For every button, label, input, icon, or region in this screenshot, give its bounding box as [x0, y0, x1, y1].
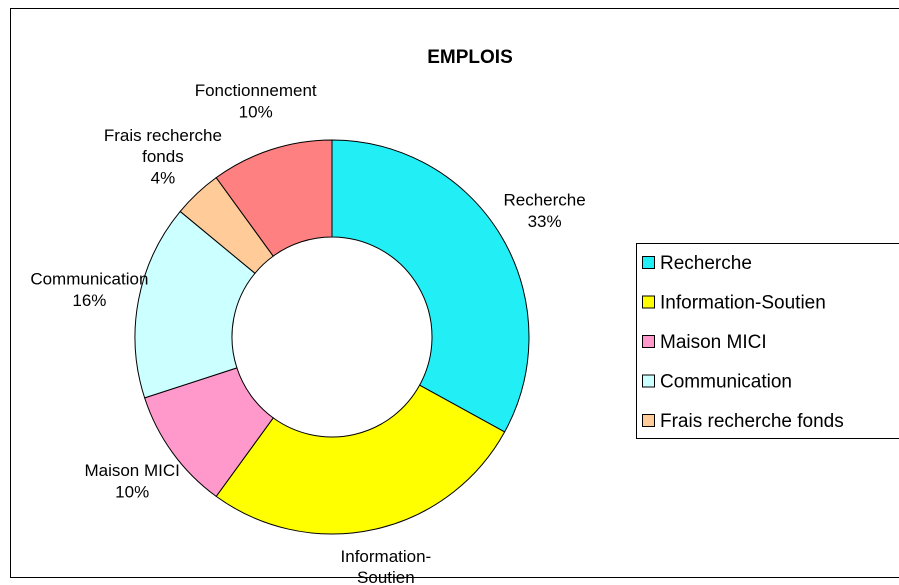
- legend-label: Maison MICI: [660, 332, 767, 353]
- data-label-value: 10%: [115, 483, 149, 502]
- legend-swatch: [642, 295, 655, 309]
- data-label-value: 33%: [528, 212, 562, 231]
- chart-title: EMPLOIS: [427, 47, 513, 68]
- data-label-name: Fonctionnement: [195, 82, 317, 101]
- data-label-value: 4%: [151, 168, 176, 187]
- donut-segment: [215, 384, 506, 535]
- data-label-value: 10%: [239, 103, 273, 122]
- data-label-name: Communication: [30, 270, 148, 289]
- donut: [134, 139, 530, 535]
- legend-label: Communication: [660, 372, 792, 393]
- data-label-name: Recherche: [503, 191, 585, 210]
- data-label-value: 16%: [72, 291, 106, 310]
- data-labels: Recherche33%Information-Soutien27%Maison…: [30, 82, 585, 585]
- legend-swatch: [642, 374, 655, 388]
- donut-segment: [215, 139, 333, 257]
- legend-label: Information-Soutien: [660, 293, 826, 314]
- legend-box: [636, 243, 899, 439]
- donut-segment: [331, 139, 530, 433]
- data-label-name: Information-Soutien: [341, 548, 432, 585]
- legend: Recherche Information-Soutien Maison MICI C…: [642, 253, 844, 432]
- legend-label: Recherche: [660, 253, 752, 274]
- legend-swatch: [642, 256, 655, 269]
- legend-label: Frais recherche fonds: [660, 411, 844, 432]
- data-label-name: Maison MICI: [84, 462, 179, 481]
- data-label-name: Frais recherche fonds: [104, 126, 222, 166]
- legend-swatch: [642, 335, 655, 348]
- legend-swatch: [642, 414, 655, 427]
